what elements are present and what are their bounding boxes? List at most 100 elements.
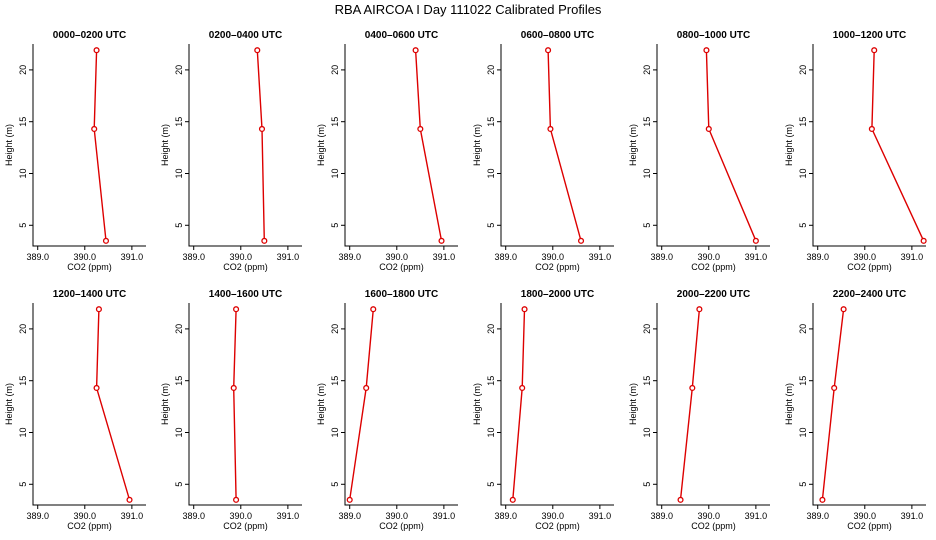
data-point bbox=[920, 237, 927, 244]
data-point bbox=[703, 47, 710, 54]
x-axis-label: CO2 (ppm) bbox=[223, 262, 268, 272]
panel-title: 1400–1600 UTC bbox=[209, 289, 282, 300]
y-axis-label: Height (m) bbox=[628, 124, 638, 166]
profile-line bbox=[679, 309, 701, 500]
x-tick-label: 389.0 bbox=[338, 511, 361, 521]
y-tick-label: 5 bbox=[330, 223, 340, 228]
y-tick-label: 5 bbox=[174, 482, 184, 487]
x-tick-label: 390.0 bbox=[74, 252, 97, 262]
data-point bbox=[519, 384, 526, 391]
y-tick-label: 10 bbox=[486, 168, 496, 178]
y-tick-label: 10 bbox=[798, 168, 808, 178]
data-point bbox=[233, 496, 240, 503]
y-tick-label: 10 bbox=[330, 427, 340, 437]
y-axis-label: Height (m) bbox=[628, 383, 638, 425]
x-tick-label: 390.0 bbox=[854, 511, 877, 521]
data-point bbox=[346, 496, 353, 503]
axis-frame bbox=[656, 303, 770, 506]
panel-title: 0600–0800 UTC bbox=[521, 30, 594, 41]
y-tick-label: 5 bbox=[798, 482, 808, 487]
panel: 2000–2200 UTC 389.0 390.0 391.0 5 10 15 20 CO2 (… bbox=[628, 289, 770, 531]
x-tick-label: 390.0 bbox=[542, 252, 565, 262]
profile-line bbox=[705, 50, 757, 242]
x-tick-label: 389.0 bbox=[26, 511, 49, 521]
axis-frame bbox=[344, 44, 458, 247]
x-axis-label: CO2 (ppm) bbox=[847, 521, 892, 531]
x-tick-label: 391.0 bbox=[121, 511, 144, 521]
x-tick-label: 390.0 bbox=[698, 252, 721, 262]
axis-frame bbox=[812, 303, 926, 506]
y-tick-label: 20 bbox=[330, 65, 340, 75]
y-tick-label: 5 bbox=[642, 223, 652, 228]
y-tick-label: 10 bbox=[798, 427, 808, 437]
y-axis-label: Height (m) bbox=[784, 383, 794, 425]
profile-line bbox=[93, 50, 107, 241]
y-tick-label: 5 bbox=[486, 482, 496, 487]
y-tick-label: 15 bbox=[486, 117, 496, 127]
panel-title: 2000–2200 UTC bbox=[677, 289, 750, 300]
x-tick-label: 391.0 bbox=[901, 511, 924, 521]
y-tick-label: 20 bbox=[18, 65, 28, 75]
axis-frame bbox=[500, 303, 614, 506]
data-point bbox=[93, 47, 100, 54]
y-tick-label: 20 bbox=[330, 324, 340, 334]
y-axis-label: Height (m) bbox=[316, 124, 326, 166]
y-tick-label: 20 bbox=[798, 65, 808, 75]
y-axis-label: Height (m) bbox=[160, 124, 170, 166]
y-tick-label: 5 bbox=[798, 223, 808, 228]
panel-title: 0000–0200 UTC bbox=[53, 30, 126, 41]
profile-line bbox=[232, 309, 237, 500]
data-point bbox=[819, 496, 826, 503]
data-point bbox=[412, 47, 419, 54]
y-tick-label: 5 bbox=[18, 482, 28, 487]
data-point bbox=[230, 384, 237, 391]
axis-frame bbox=[188, 303, 302, 506]
profile-line bbox=[414, 50, 443, 241]
panels-grid: 0000–0200 UTC 389.0 390.0 391.0 5 10 15 20 CO2 (… bbox=[4, 30, 927, 531]
y-tick-label: 15 bbox=[798, 376, 808, 386]
x-axis-label: CO2 (ppm) bbox=[847, 262, 892, 272]
y-tick-label: 10 bbox=[174, 168, 184, 178]
x-tick-label: 389.0 bbox=[806, 511, 829, 521]
x-tick-label: 389.0 bbox=[338, 252, 361, 262]
panel: 2200–2400 UTC 389.0 390.0 391.0 5 10 15 20 CO2 (… bbox=[784, 289, 926, 531]
data-point bbox=[677, 496, 684, 503]
x-tick-label: 390.0 bbox=[230, 252, 253, 262]
data-point bbox=[363, 384, 370, 391]
panel: 1000–1200 UTC 389.0 390.0 391.0 5 10 15 20 CO2 (… bbox=[784, 30, 927, 272]
x-tick-label: 389.0 bbox=[26, 252, 49, 262]
panel-title: 0200–0400 UTC bbox=[209, 30, 282, 41]
x-axis-label: CO2 (ppm) bbox=[379, 521, 424, 531]
data-point bbox=[261, 237, 268, 244]
y-tick-label: 10 bbox=[330, 168, 340, 178]
x-tick-label: 390.0 bbox=[542, 511, 565, 521]
y-tick-label: 15 bbox=[642, 117, 652, 127]
x-axis-label: CO2 (ppm) bbox=[691, 521, 736, 531]
panel: 1800–2000 UTC 389.0 390.0 391.0 5 10 15 20 CO2 (… bbox=[472, 289, 614, 531]
y-tick-label: 15 bbox=[174, 117, 184, 127]
y-axis-label: Height (m) bbox=[4, 383, 14, 425]
x-tick-label: 391.0 bbox=[277, 511, 300, 521]
x-axis-label: CO2 (ppm) bbox=[535, 521, 580, 531]
y-tick-label: 10 bbox=[18, 427, 28, 437]
panel-title: 1800–2000 UTC bbox=[521, 289, 594, 300]
panel-title: 1200–1400 UTC bbox=[53, 289, 126, 300]
panel-title: 1000–1200 UTC bbox=[833, 30, 906, 41]
data-point bbox=[831, 384, 838, 391]
axis-frame bbox=[188, 44, 302, 247]
data-point bbox=[93, 384, 100, 391]
panel-title: 0800–1000 UTC bbox=[677, 30, 750, 41]
data-point bbox=[254, 47, 261, 54]
data-point bbox=[417, 125, 424, 132]
x-axis-label: CO2 (ppm) bbox=[691, 262, 736, 272]
y-tick-label: 10 bbox=[642, 168, 652, 178]
y-axis-label: Height (m) bbox=[472, 124, 482, 166]
y-tick-label: 15 bbox=[798, 117, 808, 127]
x-tick-label: 389.0 bbox=[650, 252, 673, 262]
panel: 0600–0800 UTC 389.0 390.0 391.0 5 10 15 20 CO2 (… bbox=[472, 30, 614, 272]
y-axis-label: Height (m) bbox=[316, 383, 326, 425]
y-tick-label: 20 bbox=[18, 324, 28, 334]
y-tick-label: 5 bbox=[486, 223, 496, 228]
x-tick-label: 391.0 bbox=[589, 252, 612, 262]
